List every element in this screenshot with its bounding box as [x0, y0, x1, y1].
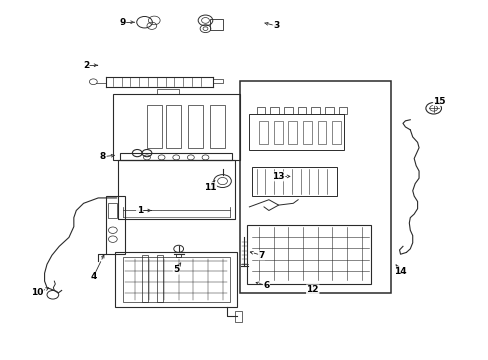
- Bar: [242, 132, 249, 142]
- Bar: [341, 219, 352, 225]
- Text: 15: 15: [432, 96, 445, 105]
- Bar: [273, 121, 282, 144]
- Bar: [358, 219, 369, 225]
- Bar: [256, 107, 265, 114]
- Bar: [120, 153, 232, 160]
- Bar: [290, 219, 301, 225]
- Bar: [317, 121, 326, 144]
- Bar: [284, 107, 292, 114]
- Bar: [142, 255, 148, 302]
- Bar: [270, 107, 279, 114]
- Bar: [118, 160, 234, 220]
- Text: 4: 4: [90, 272, 96, 281]
- Bar: [259, 121, 267, 144]
- Bar: [288, 121, 297, 144]
- Bar: [210, 105, 224, 148]
- Text: 9: 9: [119, 18, 125, 27]
- Bar: [325, 219, 335, 225]
- Text: 13: 13: [272, 172, 285, 181]
- Text: 11: 11: [203, 183, 216, 192]
- Bar: [246, 225, 370, 284]
- Bar: [147, 105, 161, 148]
- Text: 1: 1: [136, 206, 142, 215]
- Bar: [249, 114, 344, 149]
- Bar: [157, 255, 162, 302]
- Bar: [256, 219, 267, 225]
- Text: 14: 14: [393, 267, 406, 276]
- Bar: [108, 203, 117, 218]
- Bar: [325, 107, 333, 114]
- Bar: [303, 121, 311, 144]
- Text: 6: 6: [263, 281, 269, 290]
- Bar: [251, 167, 336, 196]
- Bar: [297, 107, 306, 114]
- Bar: [115, 252, 237, 307]
- Bar: [307, 219, 318, 225]
- Bar: [273, 219, 284, 225]
- Bar: [113, 94, 239, 160]
- Bar: [234, 311, 242, 321]
- Bar: [166, 105, 181, 148]
- Bar: [105, 196, 125, 253]
- Bar: [344, 132, 351, 142]
- Bar: [157, 89, 178, 94]
- Text: 5: 5: [173, 265, 179, 274]
- Bar: [122, 257, 229, 302]
- Bar: [338, 107, 346, 114]
- Bar: [331, 121, 340, 144]
- Text: 8: 8: [100, 152, 106, 161]
- Text: 7: 7: [258, 251, 264, 260]
- Text: 10: 10: [31, 288, 43, 297]
- Bar: [210, 19, 222, 30]
- Bar: [239, 81, 390, 293]
- Text: 2: 2: [83, 61, 89, 70]
- Bar: [188, 105, 203, 148]
- Bar: [311, 107, 320, 114]
- Text: 12: 12: [306, 285, 318, 294]
- Text: 3: 3: [272, 21, 279, 30]
